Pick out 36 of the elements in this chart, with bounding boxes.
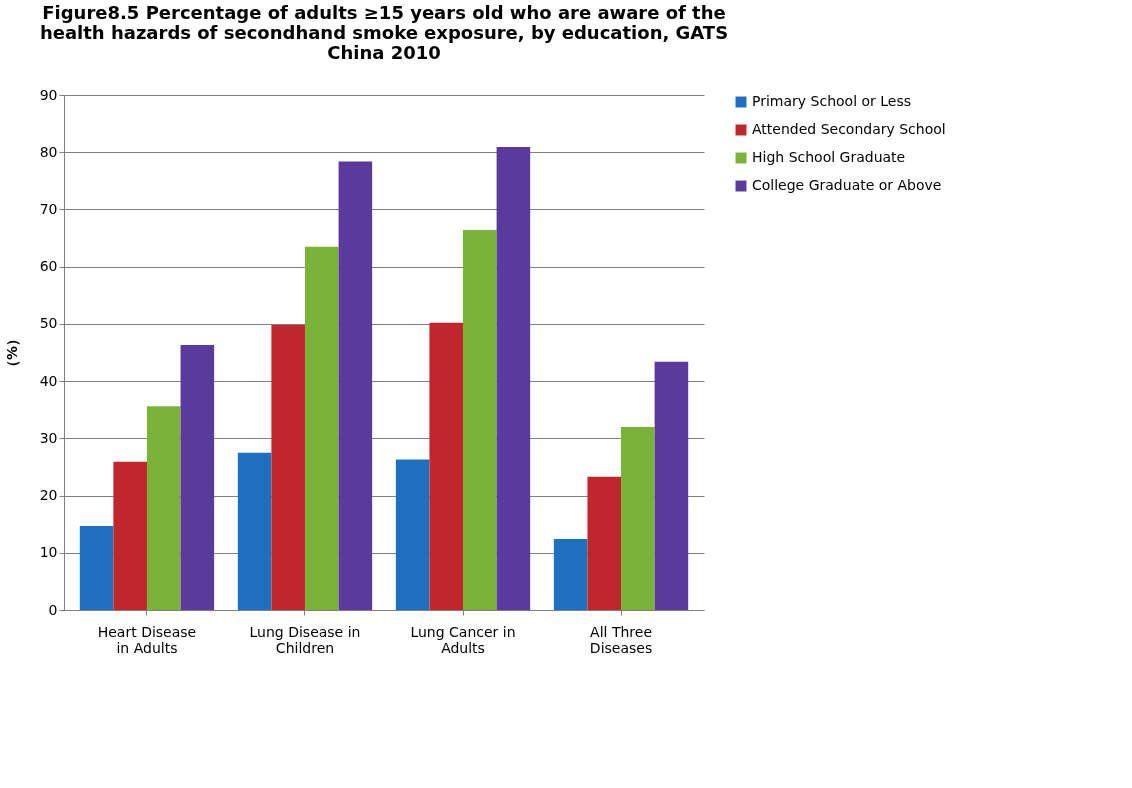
y-tick-label: 20: [39, 487, 58, 504]
bar: [587, 476, 622, 610]
bar: [304, 246, 339, 610]
bar: [113, 461, 147, 610]
bar: [621, 426, 655, 610]
bar: [553, 539, 588, 610]
legend-label: High School Graduate: [752, 149, 906, 165]
bar: [395, 459, 430, 610]
y-axis-title: （%）: [3, 331, 20, 375]
bar: [79, 525, 114, 610]
bar: [338, 161, 373, 610]
y-tick-label: 30: [39, 429, 58, 446]
x-tick-label: Lung Cancer in Adults: [410, 623, 516, 656]
y-tick-label: 10: [39, 544, 58, 561]
x-tick-label: Heart Disease in Adults: [97, 623, 197, 656]
bar: [237, 452, 272, 610]
bar: [271, 325, 305, 610]
y-tick-label: 80: [39, 143, 58, 160]
bar: [654, 361, 689, 610]
y-tick-label: 60: [39, 258, 58, 275]
bar: [180, 345, 215, 610]
legend-label: Primary School or Less: [752, 93, 912, 109]
bar: [429, 322, 464, 610]
y-tick-label: 50: [39, 315, 58, 332]
bar: [496, 147, 531, 610]
y-tick-label: 0: [48, 601, 58, 618]
legend-label: College Graduate or Above: [752, 177, 942, 193]
bar: [463, 230, 497, 610]
legend-label: Attended Secondary School: [752, 121, 946, 137]
bar: [146, 406, 181, 610]
x-tick-label: Lung Disease in Children: [249, 623, 361, 656]
y-tick-label: 40: [39, 372, 58, 389]
x-tick-label: All Three Diseases: [589, 623, 653, 656]
chart-title: Figure8.5 Percentage of adults ≥15 years old who are aware of the health hazards of secondhand smoke exposure, by education, GATS China 2010: [39, 2, 729, 63]
y-tick-label: 70: [39, 200, 58, 217]
y-tick-label: 90: [39, 86, 58, 103]
